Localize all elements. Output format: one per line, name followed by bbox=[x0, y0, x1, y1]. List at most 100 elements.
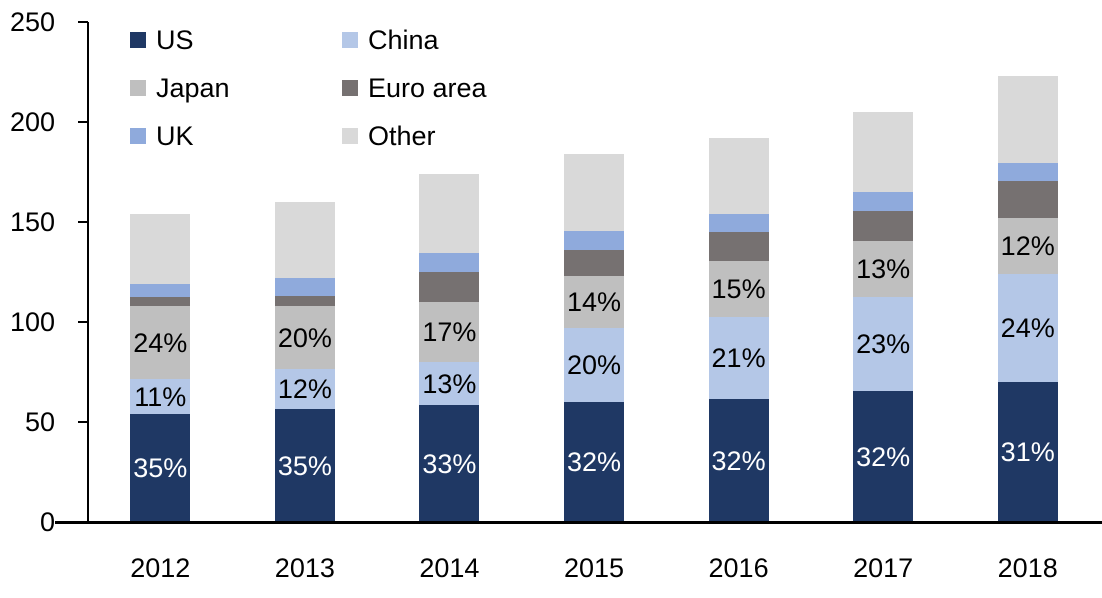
segment-label-2018-japan: 12% bbox=[1000, 231, 1055, 261]
segment-label-2012-china: 11% bbox=[134, 381, 187, 412]
bar-segment-2018-china bbox=[997, 274, 1058, 382]
bar-segment-2013-china bbox=[274, 369, 335, 409]
bar-segment-2012-us bbox=[130, 414, 191, 522]
bar-segment-2012-china bbox=[130, 379, 191, 414]
x-category-label-2013: 2013 bbox=[274, 553, 335, 583]
y-axis-line bbox=[87, 22, 89, 523]
bar-segment-2017-uk bbox=[853, 192, 914, 211]
bar-segment-2017-japan bbox=[853, 241, 914, 297]
bar-segment-2014-other bbox=[419, 174, 480, 253]
legend-swatch-japan bbox=[130, 80, 146, 96]
legend: US China Japan Euro area UK Other bbox=[130, 24, 487, 151]
legend-label-uk: UK bbox=[156, 120, 194, 151]
segment-label-2018-us: 31% bbox=[1000, 437, 1055, 467]
bar-segment-2013-us bbox=[274, 409, 335, 522]
legend-swatch-uk bbox=[130, 128, 146, 144]
y-tick-mark-100 bbox=[78, 321, 88, 323]
segment-label-2018-china: 24% bbox=[1000, 313, 1055, 343]
legend-label-japan: Japan bbox=[156, 72, 230, 103]
legend-swatch-us bbox=[130, 32, 146, 48]
legend-item-other: Other bbox=[342, 120, 487, 151]
bar-segment-2016-euro-area bbox=[708, 232, 769, 261]
segment-label-2016-us: 32% bbox=[711, 445, 766, 476]
bar-segment-2018-japan bbox=[997, 218, 1058, 274]
segment-label-2017-china: 23% bbox=[856, 329, 911, 359]
bar-segment-2017-china bbox=[853, 297, 914, 391]
legend-item-japan: Japan bbox=[130, 72, 342, 103]
legend-item-us: US bbox=[130, 24, 342, 55]
bar-segment-2018-euro-area bbox=[997, 181, 1058, 218]
x-category-label-2018: 2018 bbox=[997, 553, 1058, 583]
bar-segment-2018-uk bbox=[997, 163, 1058, 181]
bar-segment-2013-other bbox=[274, 202, 335, 278]
segment-label-2013-us: 35% bbox=[277, 450, 332, 481]
bar-segment-2016-china bbox=[708, 317, 769, 399]
segment-label-2014-china: 13% bbox=[422, 368, 477, 399]
bar-segment-2017-us bbox=[853, 391, 914, 522]
y-tick-label-100: 100 bbox=[9, 307, 55, 337]
segment-label-2017-japan: 13% bbox=[856, 254, 911, 284]
bar-segment-2017-other bbox=[853, 112, 914, 192]
segment-label-2015-us: 32% bbox=[566, 447, 622, 477]
y-tick-mark-200 bbox=[78, 121, 88, 123]
legend-swatch-china bbox=[342, 32, 358, 48]
bar-segment-2012-other bbox=[130, 214, 191, 284]
y-tick-mark-50 bbox=[78, 421, 88, 423]
legend-label-us: US bbox=[156, 24, 194, 55]
segment-label-2016-china: 21% bbox=[711, 343, 766, 373]
legend-swatch-euro-area bbox=[342, 80, 358, 96]
legend-label-china: China bbox=[368, 24, 439, 55]
bar-segment-2016-us bbox=[708, 399, 769, 522]
legend-swatch-other bbox=[342, 128, 358, 144]
segment-label-2015-china: 20% bbox=[566, 350, 622, 380]
x-category-label-2017: 2017 bbox=[853, 553, 914, 583]
bar-segment-2014-uk bbox=[419, 253, 480, 272]
segment-label-2013-china: 12% bbox=[277, 374, 332, 404]
bar-segment-2014-us bbox=[419, 405, 480, 522]
bar-segment-2013-japan bbox=[274, 306, 335, 369]
y-tick-label-250: 250 bbox=[9, 7, 55, 37]
legend-item-uk: UK bbox=[130, 120, 342, 151]
bar-segment-2015-uk bbox=[564, 231, 624, 250]
legend-label-other: Other bbox=[368, 120, 436, 151]
segment-label-2015-japan: 14% bbox=[566, 287, 622, 317]
y-tick-label-50: 50 bbox=[24, 407, 55, 437]
bar-segment-2015-us bbox=[564, 402, 624, 522]
segment-label-2013-japan: 20% bbox=[277, 322, 332, 353]
x-category-label-2012: 2012 bbox=[130, 553, 191, 583]
y-tick-mark-250 bbox=[78, 21, 88, 23]
bar-segment-2016-other bbox=[708, 138, 769, 214]
x-category-label-2016: 2016 bbox=[708, 553, 769, 583]
segment-label-2012-us: 35% bbox=[133, 453, 188, 483]
legend-item-euro-area: Euro area bbox=[342, 72, 487, 103]
bar-segment-2016-japan bbox=[708, 261, 769, 317]
legend-label-euro-area: Euro area bbox=[368, 72, 487, 103]
y-tick-label-200: 200 bbox=[9, 107, 55, 137]
segment-label-2016-japan: 15% bbox=[711, 274, 766, 304]
x-category-label-2014: 2014 bbox=[419, 553, 480, 583]
bar-segment-2013-uk bbox=[274, 278, 335, 296]
segment-label-2014-japan: 17% bbox=[422, 317, 477, 347]
x-axis-line bbox=[55, 521, 1102, 524]
legend-item-china: China bbox=[342, 24, 487, 55]
y-tick-label-150: 150 bbox=[9, 207, 55, 237]
bar-segment-2012-uk bbox=[130, 284, 191, 297]
bar-segment-2013-euro-area bbox=[274, 296, 335, 306]
bar-segment-2012-japan bbox=[130, 306, 191, 379]
bar-segment-2018-us bbox=[997, 382, 1058, 522]
bar-segment-2017-euro-area bbox=[853, 211, 914, 241]
bar-segment-2015-japan bbox=[564, 276, 624, 328]
bar-segment-2015-other bbox=[564, 154, 624, 231]
y-tick-mark-150 bbox=[78, 221, 88, 223]
y-tick-label-0: 0 bbox=[39, 507, 55, 537]
x-category-label-2015: 2015 bbox=[563, 553, 625, 583]
segment-label-2017-us: 32% bbox=[856, 441, 911, 472]
segment-label-2014-us: 33% bbox=[422, 448, 477, 479]
bar-segment-2018-other bbox=[997, 76, 1058, 163]
bar-segment-2015-china bbox=[564, 328, 624, 402]
bar-segment-2014-euro-area bbox=[419, 272, 480, 302]
bar-segment-2012-euro-area bbox=[130, 297, 191, 306]
bar-segment-2016-uk bbox=[708, 214, 769, 232]
bar-segment-2014-china bbox=[419, 362, 480, 405]
